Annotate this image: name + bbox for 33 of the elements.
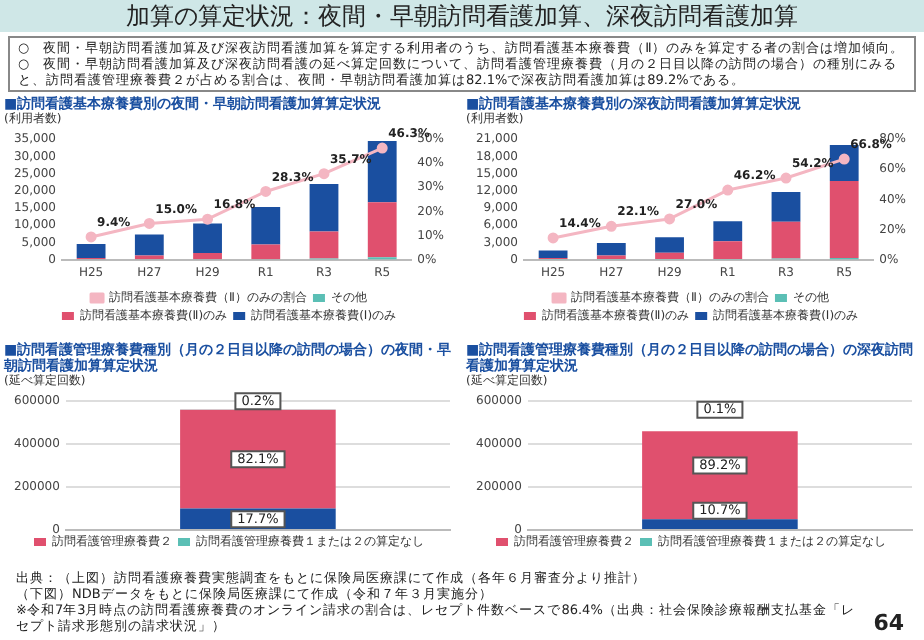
bar	[251, 206, 281, 245]
bar	[713, 241, 743, 260]
bar	[538, 250, 568, 258]
text: 64	[873, 610, 904, 636]
bar	[180, 409, 336, 509]
point	[605, 220, 617, 232]
point	[722, 184, 734, 196]
bar	[713, 221, 743, 242]
point	[260, 185, 272, 197]
point	[85, 231, 97, 243]
bar	[367, 202, 397, 258]
bar	[771, 191, 801, 222]
bar	[251, 244, 281, 260]
text: 加算の算定状況：夜間・早朝訪問看護加算、深夜訪問看護加算	[0, 0, 924, 32]
bar	[309, 183, 339, 232]
bar	[829, 181, 859, 258]
bar	[309, 231, 339, 259]
point	[376, 142, 388, 154]
point	[202, 213, 214, 225]
bar	[193, 223, 222, 254]
bar	[655, 252, 684, 260]
point	[547, 232, 559, 244]
point	[143, 217, 155, 229]
bar	[367, 140, 397, 203]
bar	[596, 242, 626, 256]
bar	[134, 234, 164, 256]
bar	[655, 237, 684, 253]
bar	[76, 244, 106, 258]
bar	[771, 221, 801, 259]
point	[318, 168, 330, 180]
point	[664, 213, 676, 225]
bar	[193, 253, 222, 260]
point	[780, 172, 792, 184]
